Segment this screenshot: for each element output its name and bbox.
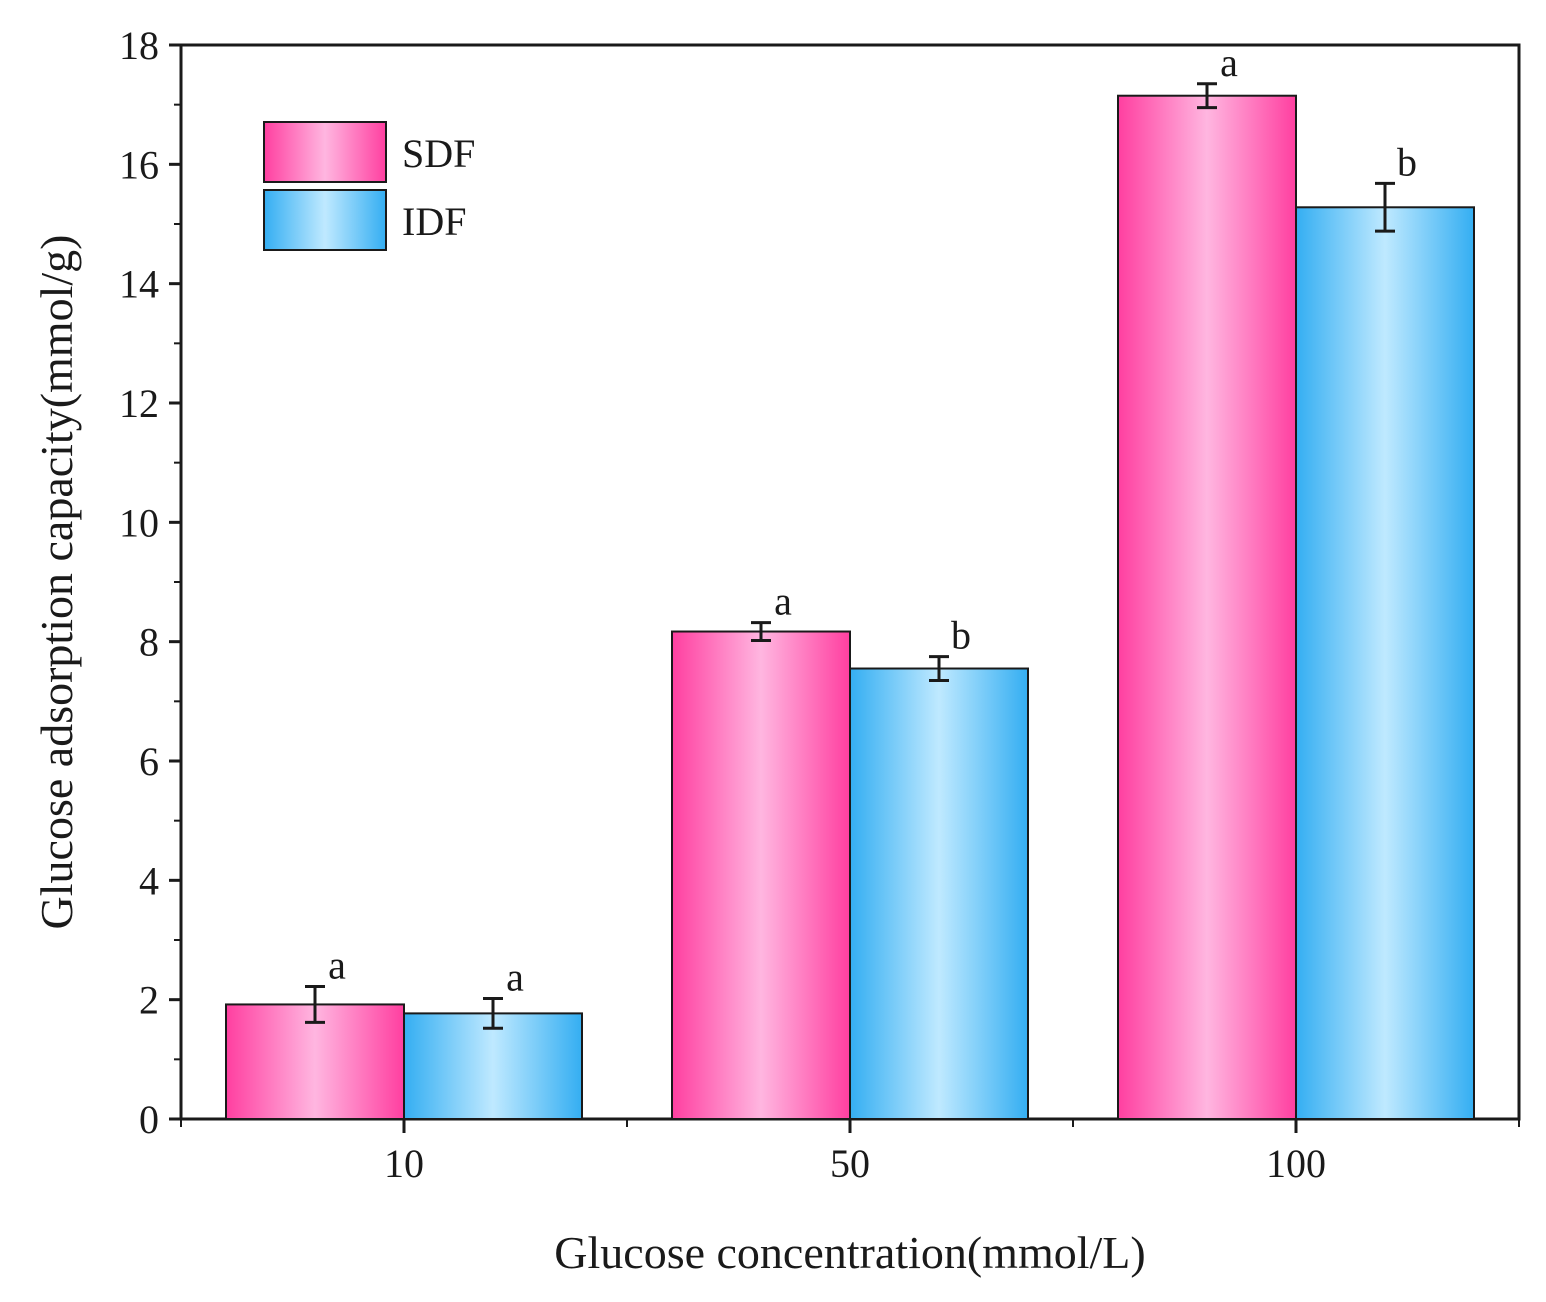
y-tick-label: 4 bbox=[139, 858, 159, 903]
y-tick-label: 16 bbox=[119, 142, 159, 187]
legend-label-sdf: SDF bbox=[402, 131, 475, 176]
legend: SDF IDF bbox=[263, 121, 475, 251]
x-axis-title: Glucose concentration(mmol/L) bbox=[554, 1227, 1145, 1278]
bar-idf bbox=[1295, 206, 1475, 1120]
y-axis-title: Glucose adsorption capacity(mmol/g) bbox=[31, 235, 82, 930]
significance-label: b bbox=[1397, 139, 1417, 184]
y-tick-label: 0 bbox=[139, 1097, 159, 1142]
bars-group: a a a a b b bbox=[225, 40, 1475, 1121]
y-tick-label: 10 bbox=[119, 500, 159, 545]
significance-label: a bbox=[506, 954, 524, 999]
x-tick-label: 50 bbox=[830, 1141, 870, 1186]
y-tick-label: 2 bbox=[139, 978, 159, 1023]
x-tick-label: 100 bbox=[1266, 1141, 1326, 1186]
x-axis: 10 50 100 bbox=[180, 1119, 1520, 1186]
bar-sdf bbox=[671, 630, 851, 1120]
significance-label: a bbox=[1220, 40, 1238, 85]
x-tick-label: 10 bbox=[384, 1141, 424, 1186]
legend-swatch-idf bbox=[263, 189, 387, 251]
significance-label: a bbox=[774, 579, 792, 624]
significance-label: a bbox=[328, 943, 346, 988]
y-tick-label: 8 bbox=[139, 620, 159, 665]
bar-idf bbox=[849, 667, 1029, 1120]
y-tick-label: 12 bbox=[119, 381, 159, 426]
bar-idf bbox=[403, 1012, 583, 1121]
significance-label: b bbox=[951, 613, 971, 658]
y-tick-label: 14 bbox=[119, 262, 159, 307]
legend-swatch-sdf bbox=[263, 121, 387, 183]
y-tick-label: 18 bbox=[119, 23, 159, 68]
bar-sdf bbox=[1117, 94, 1297, 1120]
y-axis: 0 2 4 6 8 10 12 14 16 18 bbox=[119, 23, 181, 1142]
y-tick-label: 6 bbox=[139, 739, 159, 784]
legend-label-idf: IDF bbox=[402, 199, 466, 244]
